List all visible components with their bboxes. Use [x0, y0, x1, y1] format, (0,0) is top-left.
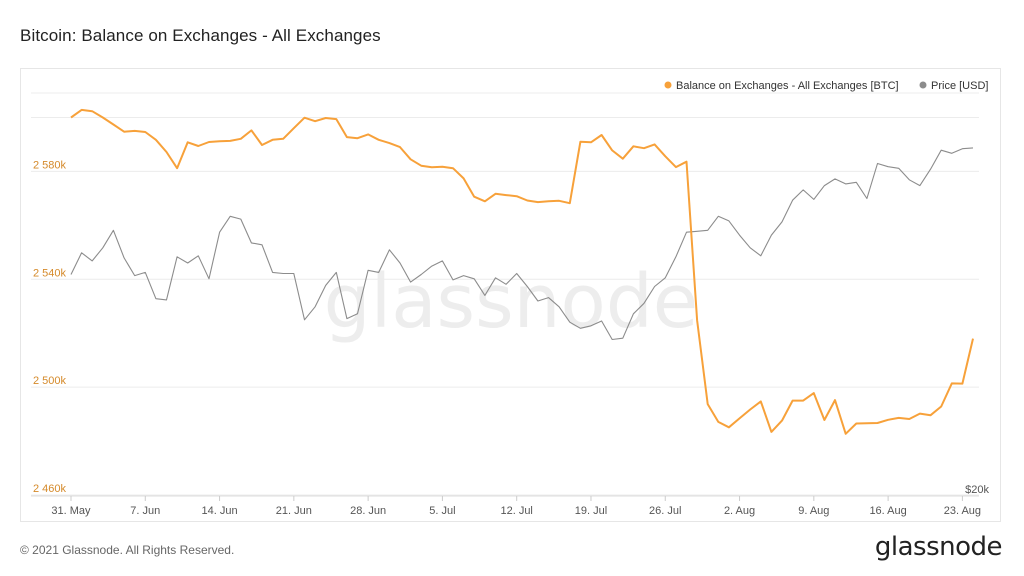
x-tick-label: 21. Jun — [276, 505, 312, 517]
x-tick-label: 9. Aug — [798, 505, 829, 517]
x-tick-label: 28. Jun — [350, 505, 386, 517]
y-left-tick-label: 2 580k — [33, 159, 67, 171]
legend-price-marker — [919, 81, 927, 89]
x-tick-label: 16. Aug — [869, 505, 906, 517]
watermark-text: glassnode — [324, 259, 699, 345]
price-series-line — [70, 147, 974, 341]
x-tick-label: 14. Jun — [202, 505, 238, 517]
legend-balance-marker — [664, 81, 672, 89]
right-axis: $20k — [965, 484, 989, 496]
chart-svg: glassnode Balance on Exchanges - All Exc… — [31, 80, 989, 517]
x-tick-label: 7. Jun — [130, 505, 160, 517]
x-axis: 31. May 7. Jun 14. Jun 21. Jun 28. Jun 5. Jul… — [31, 495, 981, 517]
x-tick-label: 26. Jul — [649, 505, 681, 517]
y-right-tick-label: $20k — [965, 484, 989, 496]
page-title: Bitcoin: Balance on Exchanges - All Exch… — [20, 26, 381, 45]
x-tick-label: 2. Aug — [724, 505, 755, 517]
glassnode-logo: glassnode — [874, 532, 1003, 562]
copyright-text: © 2021 Glassnode. All Rights Reserved. — [20, 543, 235, 557]
y-left-tick-label: 2 540k — [33, 267, 67, 279]
x-tick-label: 31. May — [51, 505, 91, 517]
chart-container: glassnode Balance on Exchanges - All Exc… — [20, 68, 1001, 522]
x-tick-label: 5. Jul — [429, 505, 455, 517]
grid-lines — [31, 92, 979, 496]
legend-balance-label[interactable]: Balance on Exchanges - All Exchanges [BT… — [676, 80, 899, 92]
left-axis: 2 460k 2 500k 2 540k 2 580k — [33, 159, 67, 495]
x-tick-label: 19. Jul — [575, 505, 607, 517]
x-tick-label: 23. Aug — [944, 505, 981, 517]
balance-series-line — [70, 108, 974, 435]
legend-price-label[interactable]: Price [USD] — [931, 80, 988, 92]
series-lines — [70, 108, 974, 435]
y-left-tick-label: 2 460k — [33, 483, 67, 495]
x-tick-label: 12. Jul — [500, 505, 532, 517]
y-left-tick-label: 2 500k — [33, 375, 67, 387]
legend: Balance on Exchanges - All Exchanges [BT… — [664, 80, 988, 92]
